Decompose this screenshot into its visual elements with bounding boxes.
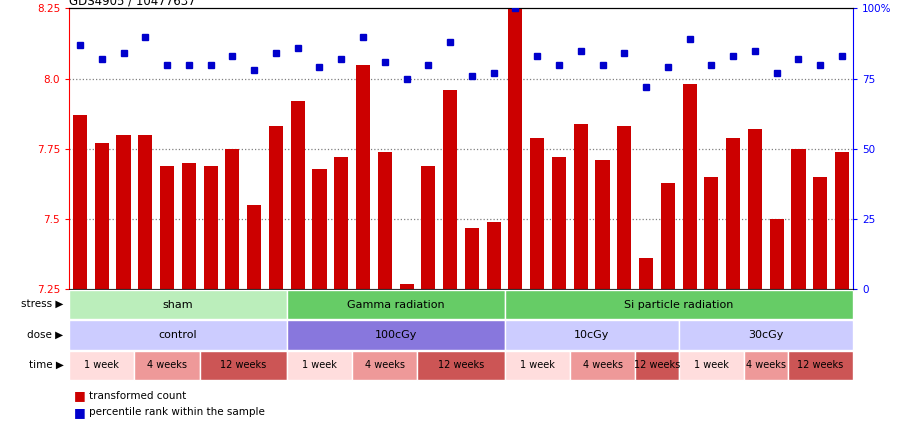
- Bar: [200, 351, 287, 380]
- Bar: [287, 290, 504, 319]
- Bar: [748, 129, 762, 289]
- Bar: [508, 8, 523, 289]
- Bar: [617, 126, 632, 289]
- Bar: [744, 351, 787, 380]
- Bar: [552, 157, 566, 289]
- Bar: [95, 143, 109, 289]
- Bar: [704, 177, 718, 289]
- Bar: [313, 168, 326, 289]
- Bar: [73, 115, 87, 289]
- Bar: [639, 258, 653, 289]
- Bar: [204, 166, 218, 289]
- Bar: [116, 135, 131, 289]
- Text: 4 weeks: 4 weeks: [746, 360, 786, 371]
- Bar: [679, 320, 853, 350]
- Text: 4 weeks: 4 weeks: [583, 360, 622, 371]
- Text: Gamma radiation: Gamma radiation: [347, 299, 444, 310]
- Bar: [225, 149, 240, 289]
- Bar: [661, 183, 675, 289]
- Bar: [465, 228, 479, 289]
- Bar: [287, 351, 352, 380]
- Bar: [504, 351, 570, 380]
- Text: 100cGy: 100cGy: [374, 330, 417, 340]
- Bar: [443, 90, 457, 289]
- Bar: [334, 157, 349, 289]
- Text: control: control: [159, 330, 197, 340]
- Bar: [596, 160, 609, 289]
- Text: Si particle radiation: Si particle radiation: [624, 299, 733, 310]
- Bar: [835, 152, 849, 289]
- Text: ■: ■: [74, 389, 86, 402]
- Bar: [182, 163, 196, 289]
- Bar: [69, 290, 287, 319]
- Bar: [770, 219, 784, 289]
- Bar: [247, 205, 261, 289]
- Text: 1 week: 1 week: [694, 360, 728, 371]
- Bar: [679, 351, 744, 380]
- Text: 30cGy: 30cGy: [748, 330, 784, 340]
- Bar: [378, 152, 392, 289]
- Bar: [160, 166, 174, 289]
- Text: transformed count: transformed count: [89, 390, 186, 401]
- Bar: [352, 351, 418, 380]
- Text: 1 week: 1 week: [302, 360, 337, 371]
- Bar: [570, 351, 635, 380]
- Bar: [138, 135, 152, 289]
- Text: percentile rank within the sample: percentile rank within the sample: [89, 407, 266, 418]
- Bar: [418, 351, 504, 380]
- Bar: [791, 149, 806, 289]
- Bar: [356, 65, 370, 289]
- Text: 10cGy: 10cGy: [573, 330, 609, 340]
- Bar: [682, 84, 697, 289]
- Bar: [135, 351, 200, 380]
- Text: 1 week: 1 week: [85, 360, 119, 371]
- Bar: [504, 320, 679, 350]
- Bar: [421, 166, 435, 289]
- Bar: [287, 320, 504, 350]
- Text: 12 weeks: 12 weeks: [633, 360, 680, 371]
- Text: 12 weeks: 12 weeks: [438, 360, 484, 371]
- Bar: [813, 177, 827, 289]
- Text: 12 weeks: 12 weeks: [798, 360, 844, 371]
- Text: 12 weeks: 12 weeks: [220, 360, 266, 371]
- Bar: [290, 101, 305, 289]
- Bar: [487, 222, 501, 289]
- Bar: [399, 284, 414, 289]
- Text: 4 weeks: 4 weeks: [365, 360, 405, 371]
- Text: 1 week: 1 week: [520, 360, 555, 371]
- Bar: [635, 351, 679, 380]
- Text: time ▶: time ▶: [29, 360, 64, 370]
- Text: GDS4905 / 10477637: GDS4905 / 10477637: [69, 0, 195, 7]
- Bar: [787, 351, 853, 380]
- Bar: [69, 320, 287, 350]
- Bar: [573, 124, 588, 289]
- Bar: [530, 137, 544, 289]
- Text: sham: sham: [162, 299, 194, 310]
- Text: dose ▶: dose ▶: [28, 330, 64, 339]
- Bar: [69, 351, 135, 380]
- Bar: [726, 137, 740, 289]
- Bar: [504, 290, 853, 319]
- Text: ■: ■: [74, 406, 86, 419]
- Text: 4 weeks: 4 weeks: [148, 360, 187, 371]
- Text: stress ▶: stress ▶: [21, 299, 64, 309]
- Bar: [269, 126, 283, 289]
